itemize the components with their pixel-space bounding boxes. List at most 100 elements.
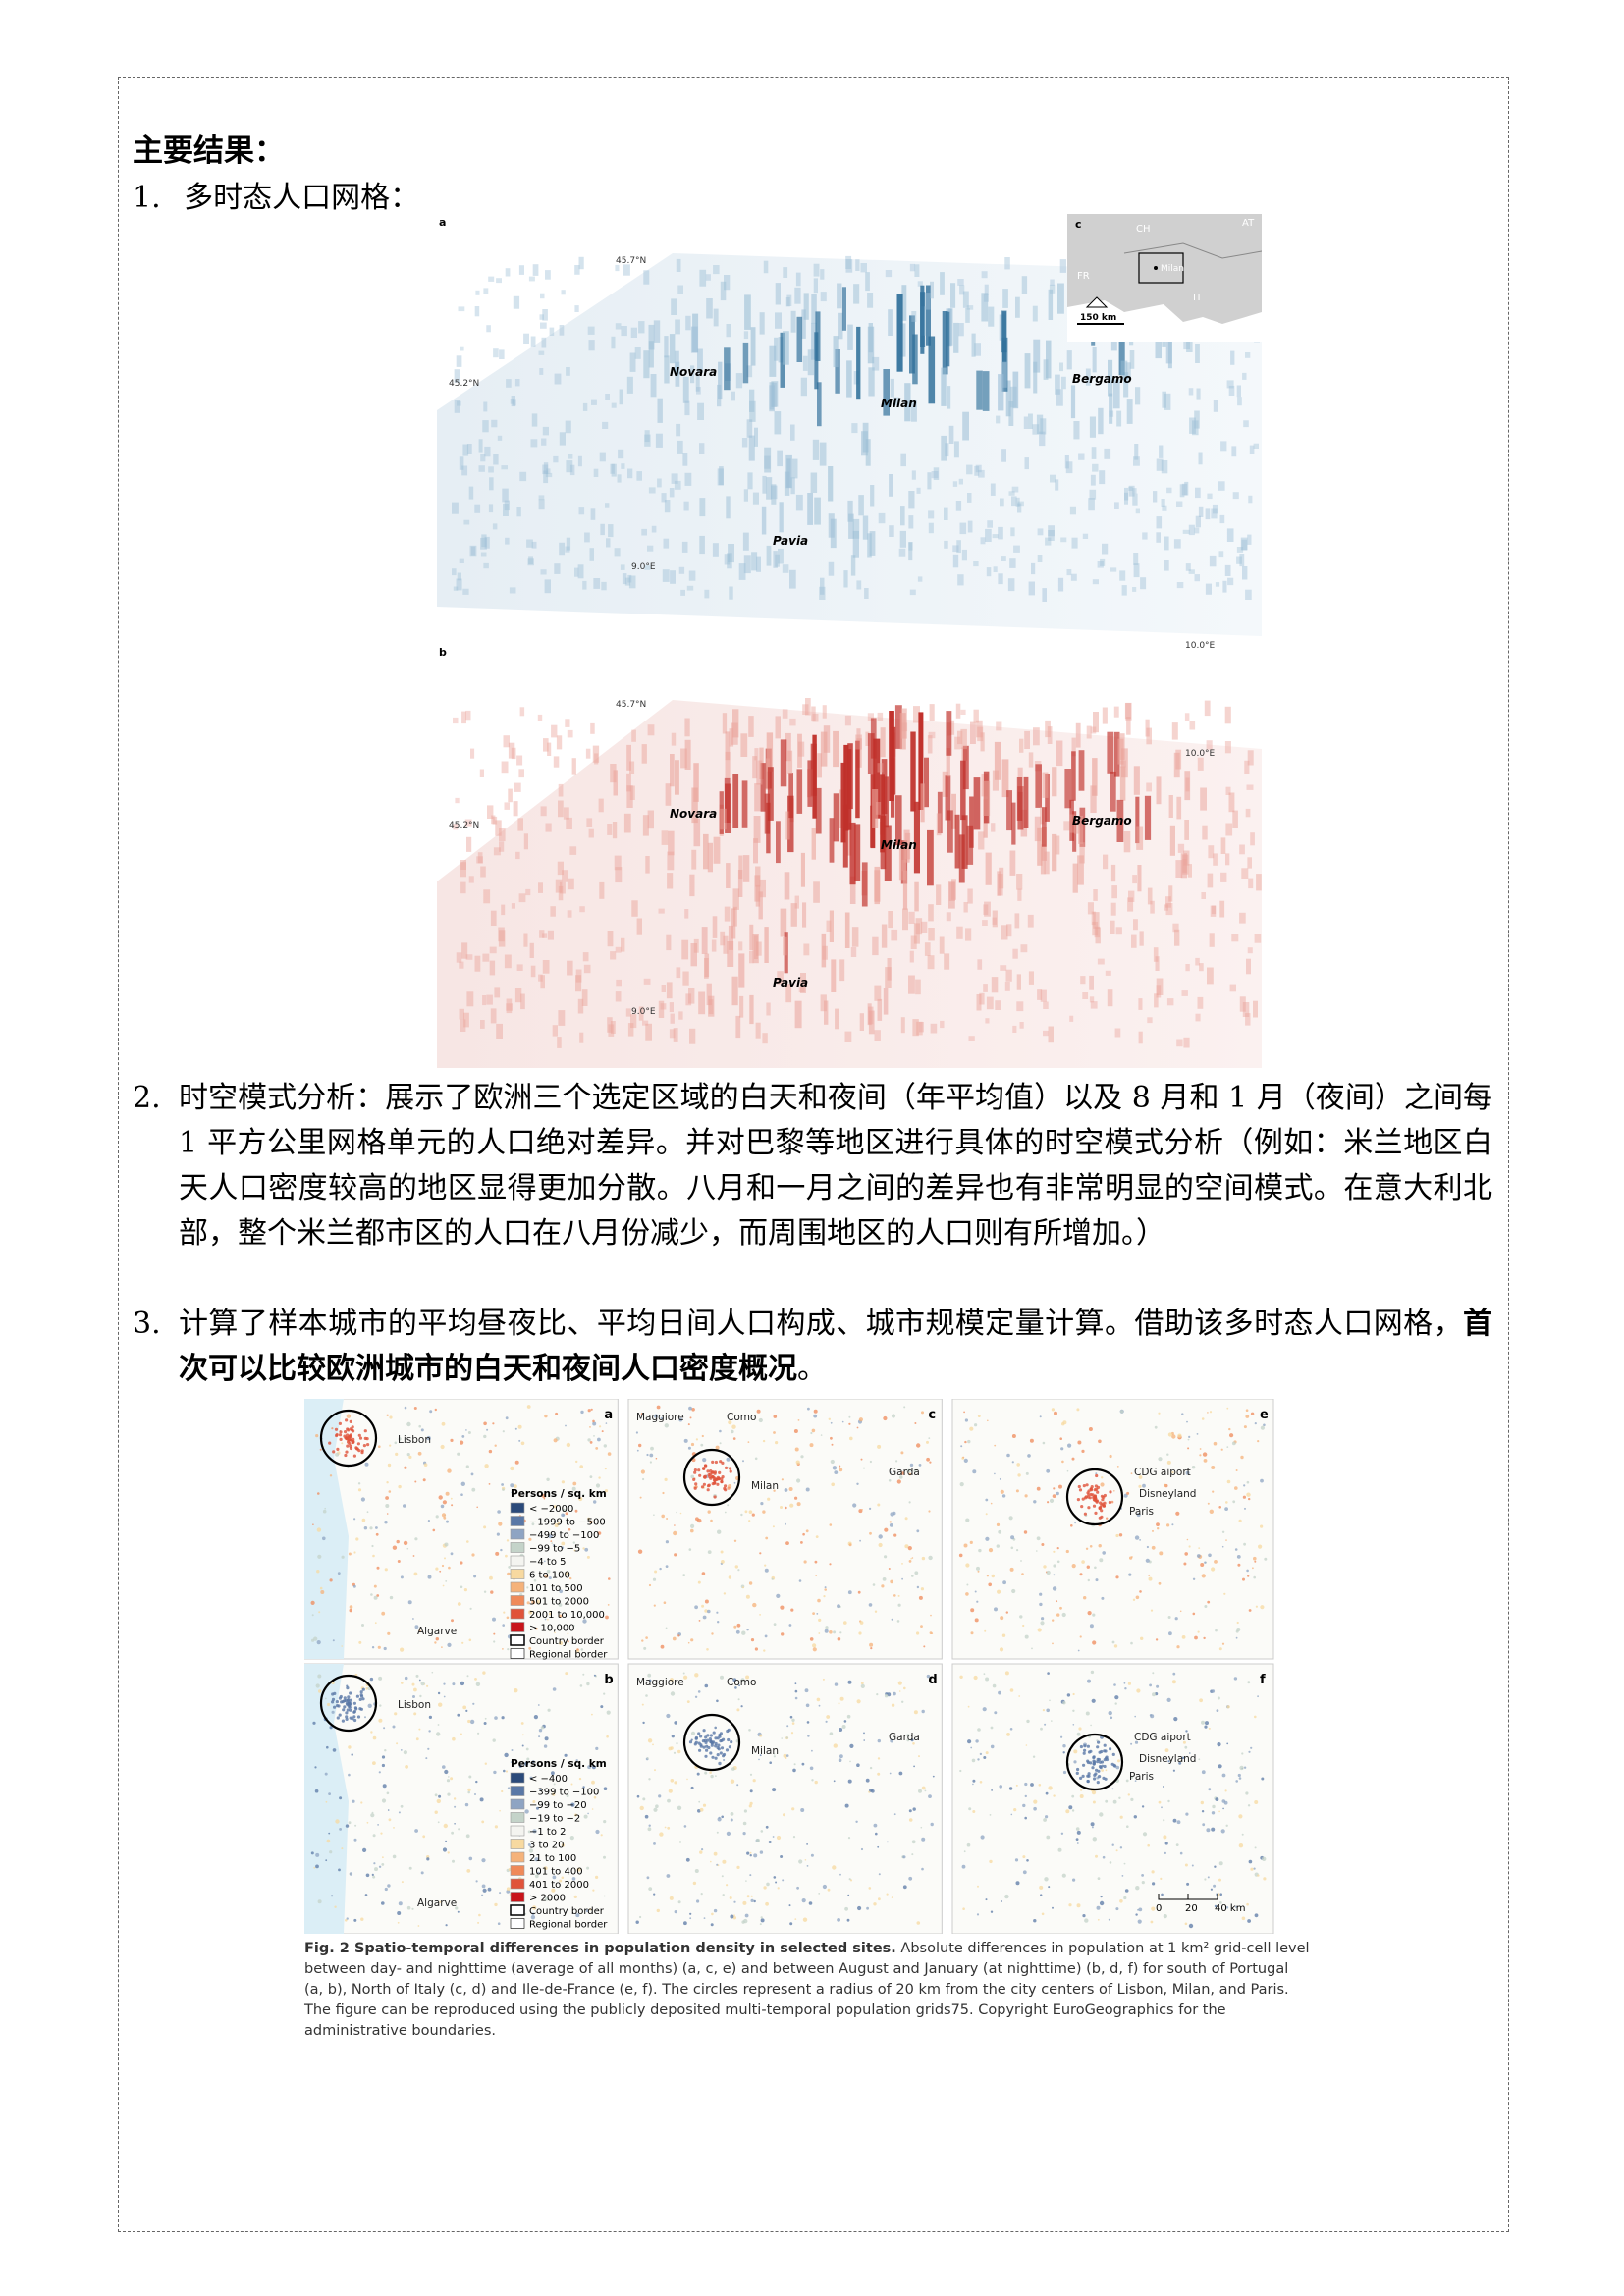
- grid-dot: [381, 1798, 387, 1803]
- grid-dot: [809, 1637, 814, 1641]
- grid-dot: [315, 1864, 319, 1869]
- grid-dot: [1245, 1409, 1249, 1412]
- grid-dot: [1024, 1782, 1028, 1787]
- grid-dot: [771, 1577, 774, 1580]
- grid-cell-bar: [735, 373, 743, 389]
- legend-swatch: [510, 1878, 525, 1890]
- grid-dot: [920, 1826, 923, 1829]
- grid-dot: [1205, 1721, 1209, 1726]
- grid-dot: [1225, 1824, 1228, 1827]
- grid-cell-bar: [674, 480, 681, 490]
- grid-dot: [1130, 1742, 1133, 1745]
- grid-dot: [977, 1758, 980, 1761]
- city-label-pavia-a: Pavia: [773, 534, 808, 548]
- grid-cell-bar: [496, 278, 502, 284]
- grid-dot: [316, 1527, 322, 1532]
- grid-dot: [700, 1485, 705, 1489]
- grid-dot: [544, 1618, 547, 1621]
- grid-cell-bar: [1128, 486, 1133, 491]
- grid-cell-bar: [1091, 911, 1096, 926]
- grid-cell-bar: [483, 889, 491, 904]
- grid-dot: [1101, 1476, 1104, 1479]
- grid-dot: [1092, 1755, 1096, 1759]
- grid-cell-bar: [1243, 420, 1249, 428]
- grid-dot: [344, 1453, 348, 1458]
- city-label-novara-b: Novara: [670, 807, 717, 821]
- grid-cell-bar: [1077, 855, 1084, 885]
- grid-dot: [349, 1708, 352, 1712]
- grid-dot: [965, 1518, 970, 1522]
- grid-dot: [733, 1481, 736, 1484]
- legend-swatch: [510, 1502, 525, 1514]
- grid-cell-bar: [855, 734, 862, 750]
- grid-dot: [783, 1813, 785, 1817]
- grid-cell-bar: [579, 1032, 584, 1043]
- grid-cell-bar: [741, 780, 748, 828]
- grid-dot: [692, 1477, 696, 1481]
- grid-dot: [806, 1865, 809, 1867]
- grid-dot: [561, 1546, 565, 1549]
- grid-dot: [837, 1637, 841, 1641]
- grid-dot: [489, 1575, 493, 1580]
- grid-dot: [349, 1446, 353, 1451]
- grid-dot: [417, 1451, 422, 1456]
- grid-cell-bar: [1164, 536, 1169, 551]
- grid-dot: [1199, 1698, 1203, 1703]
- grid-dot: [1082, 1751, 1086, 1755]
- grid-cell-bar: [1011, 496, 1017, 507]
- grid-dot: [730, 1740, 733, 1744]
- grid-cell-bar: [959, 285, 965, 295]
- grid-dot: [473, 1575, 477, 1578]
- grid-cell-bar: [1245, 352, 1251, 358]
- grid-cell-bar: [482, 420, 489, 433]
- grid-cell-bar: [791, 458, 798, 479]
- grid-cell-bar: [742, 855, 750, 882]
- grid-cell-bar: [983, 984, 988, 992]
- grid-dot: [772, 1525, 775, 1528]
- grid-dot: [437, 1691, 441, 1695]
- legend-swatch: [510, 1865, 525, 1876]
- grid-cell-bar: [1037, 555, 1043, 562]
- grid-cell-bar: [489, 946, 497, 954]
- grid-dot: [1248, 1609, 1252, 1612]
- grid-dot: [646, 1453, 649, 1457]
- grid-dot: [912, 1807, 916, 1811]
- grid-dot: [1199, 1448, 1202, 1450]
- grid-dot: [748, 1729, 751, 1732]
- grid-cell-bar: [554, 373, 562, 385]
- grid-cell-bar: [494, 987, 501, 998]
- grid-cell-bar: [1047, 726, 1053, 744]
- grid-dot: [1182, 1740, 1186, 1744]
- grid-cell-bar: [1182, 529, 1190, 534]
- grid-cell-bar: [661, 830, 669, 845]
- grid-dot: [721, 1815, 724, 1819]
- grid-dot: [859, 1621, 864, 1625]
- grid-dot: [1260, 1524, 1264, 1528]
- grid-dot: [804, 1859, 807, 1861]
- grid-cell-bar: [1109, 393, 1113, 424]
- grid-dot: [422, 1835, 426, 1839]
- grid-dot: [694, 1482, 698, 1486]
- grid-cell-bar: [928, 336, 936, 404]
- grid-dot: [1037, 1628, 1042, 1632]
- grid-dot: [382, 1856, 384, 1859]
- grid-dot: [707, 1609, 711, 1614]
- grid-dot: [1247, 1681, 1251, 1684]
- grid-dot: [345, 1717, 349, 1721]
- grid-cell-bar: [474, 306, 480, 317]
- grid-dot: [978, 1548, 982, 1553]
- grid-dot: [454, 1823, 456, 1825]
- grid-dot: [482, 1888, 487, 1893]
- grid-dot: [775, 1881, 778, 1884]
- grid-dot: [891, 1618, 893, 1621]
- grid-dot: [749, 1851, 752, 1854]
- grid-cell-bar: [980, 537, 986, 545]
- grid-cell-bar: [514, 988, 522, 1003]
- grid-cell-bar: [482, 995, 487, 1006]
- grid-cell-bar: [1211, 905, 1217, 915]
- grid-cell-bar: [985, 528, 992, 542]
- grid-cell-bar: [675, 319, 680, 335]
- grid-cell-bar: [538, 495, 545, 501]
- grid-cell-bar: [1168, 795, 1173, 818]
- grid-cell-bar: [999, 867, 1004, 889]
